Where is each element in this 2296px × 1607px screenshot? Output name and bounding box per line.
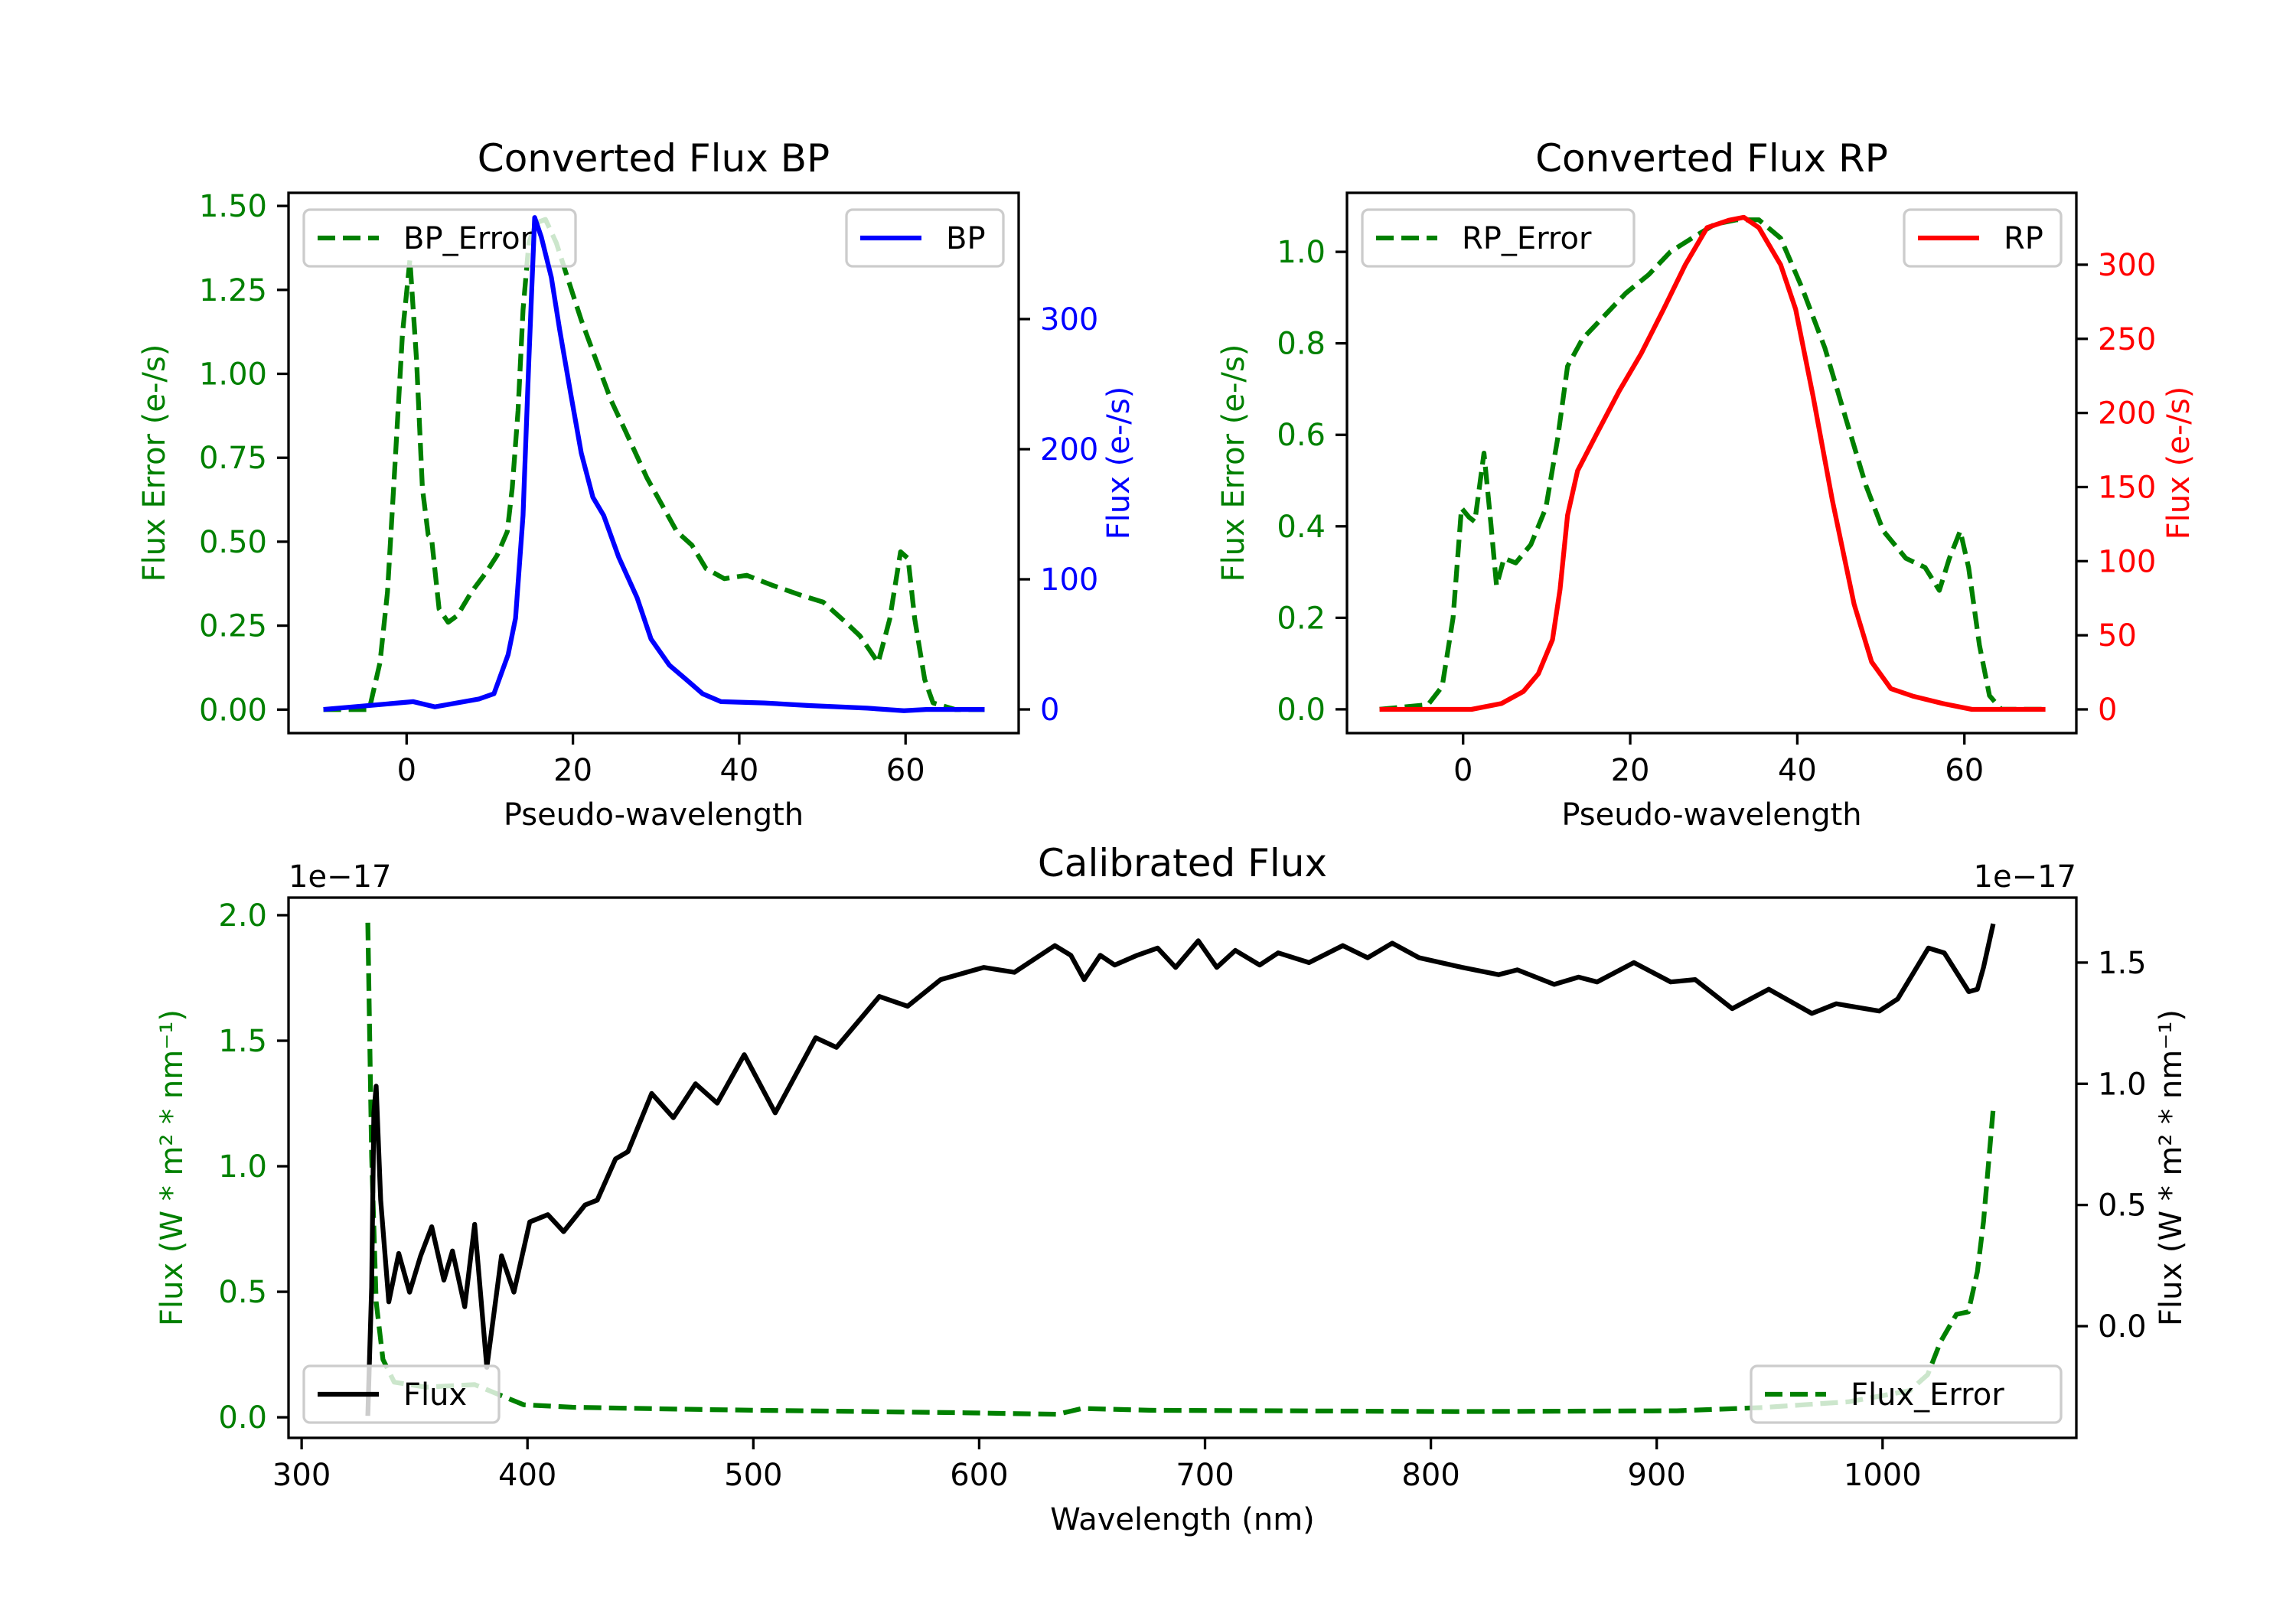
y-right-axis-label: Flux (W * m² * nm⁻¹) bbox=[2154, 1009, 2189, 1326]
legend-label: RP bbox=[2004, 221, 2043, 256]
series-rp-error bbox=[1379, 217, 2046, 712]
y-left-tick-label: 0.6 bbox=[1277, 418, 1326, 453]
y-left-axis-label: Flux Error (e-/s) bbox=[1216, 344, 1251, 582]
x-axis-label: Pseudo-wavelength bbox=[1561, 797, 1861, 833]
y-right-tick-label: 1.5 bbox=[2098, 946, 2147, 981]
y-right-tick-label: 200 bbox=[2098, 396, 2156, 432]
y-right-offset-label: 1e−17 bbox=[1974, 859, 2076, 895]
y-left-tick-label: 2.0 bbox=[218, 898, 267, 934]
y-left-tick-label: 1.00 bbox=[199, 357, 267, 393]
legend-box bbox=[302, 1364, 501, 1424]
chart-title: Converted Flux BP bbox=[478, 136, 830, 181]
x-tick-label: 800 bbox=[1401, 1458, 1459, 1493]
chart-panel-3: 300 400 500 600 700 800 900 1000 0.0 0.5 1.0 1.5 2.0… bbox=[155, 841, 2189, 1537]
y-right-tick-label: 300 bbox=[2098, 248, 2156, 283]
x-tick-label: 1000 bbox=[1844, 1458, 1922, 1493]
y-right-tick-label: 300 bbox=[1040, 302, 1098, 337]
legend-flux: Flux bbox=[302, 1364, 501, 1424]
chart-title: Calibrated Flux bbox=[1038, 841, 1327, 885]
y-left-tick-label: 0.5 bbox=[218, 1275, 267, 1310]
y-left-tick-label: 1.5 bbox=[218, 1024, 267, 1059]
chart-panel-1: 0 20 40 60 0.00 0.25 0.50 0.75 1.00 1.25 1.50 0 100 2… bbox=[137, 136, 1137, 833]
y-left-tick-label: 0.2 bbox=[1277, 601, 1326, 636]
legend-flux-error: Flux_Error bbox=[1750, 1364, 2063, 1424]
y-left-tick-label: 1.0 bbox=[218, 1149, 267, 1185]
series-bp-error bbox=[323, 217, 985, 712]
x-tick-label: 0 bbox=[1453, 753, 1473, 788]
y-left-tick-label: 0.0 bbox=[1277, 693, 1326, 728]
y-right-tick-label: 0.5 bbox=[2098, 1188, 2147, 1224]
legend-box bbox=[1750, 1364, 2063, 1424]
y-right-tick-label: 0.0 bbox=[2098, 1309, 2147, 1345]
y-right-tick-label: 0 bbox=[2098, 693, 2117, 728]
y-right-tick-label: 150 bbox=[2098, 470, 2156, 505]
x-axis-label: Pseudo-wavelength bbox=[504, 797, 804, 833]
y-left-tick-label: 0.25 bbox=[199, 609, 267, 644]
y-left-tick-label: 0.4 bbox=[1277, 510, 1326, 545]
x-tick-label: 0 bbox=[397, 753, 416, 788]
y-right-tick-label: 100 bbox=[2098, 544, 2156, 579]
y-left-tick-label: 0.50 bbox=[199, 525, 267, 560]
y-right-tick-label: 0 bbox=[1040, 693, 1059, 728]
legend-label: RP_Error bbox=[1462, 221, 1592, 256]
y-left-axis-label: Flux (W * m² * nm⁻¹) bbox=[155, 1009, 190, 1326]
x-tick-label: 20 bbox=[553, 753, 592, 788]
y-right-tick-label: 1.0 bbox=[2098, 1067, 2147, 1102]
legend-label: BP_Error bbox=[403, 221, 533, 256]
chart-panel-2: 0 20 40 60 0.0 0.2 0.4 0.6 0.8 1.0 0 50 100 150 200 250… bbox=[1216, 136, 2197, 833]
legend-box bbox=[1361, 208, 1636, 268]
x-tick-label: 300 bbox=[272, 1458, 331, 1493]
legend-box bbox=[302, 208, 577, 268]
series-bp bbox=[323, 215, 985, 713]
y-right-tick-label: 100 bbox=[1040, 562, 1098, 598]
x-tick-label: 20 bbox=[1611, 753, 1650, 788]
y-right-tick-label: 200 bbox=[1040, 432, 1098, 468]
y-left-tick-label: 1.0 bbox=[1277, 235, 1326, 270]
y-left-offset-label: 1e−17 bbox=[289, 859, 391, 895]
y-left-tick-label: 1.50 bbox=[199, 189, 267, 224]
x-tick-label: 600 bbox=[950, 1458, 1008, 1493]
x-tick-label: 900 bbox=[1628, 1458, 1686, 1493]
x-tick-label: 700 bbox=[1176, 1458, 1234, 1493]
y-left-tick-label: 0.75 bbox=[199, 441, 267, 476]
series-flux bbox=[365, 923, 1996, 1416]
x-tick-label: 40 bbox=[719, 753, 758, 788]
y-right-tick-label: 50 bbox=[2098, 618, 2137, 654]
y-left-tick-label: 0.00 bbox=[199, 693, 267, 728]
x-tick-label: 500 bbox=[724, 1458, 782, 1493]
chart-title: Converted Flux RP bbox=[1535, 136, 1888, 181]
axes-frame bbox=[287, 191, 1020, 735]
y-right-axis-label: Flux (e-/s) bbox=[1101, 386, 1137, 539]
y-left-tick-label: 0.0 bbox=[218, 1400, 267, 1436]
legend-box bbox=[1903, 208, 2063, 268]
x-tick-label: 40 bbox=[1778, 753, 1817, 788]
y-left-tick-label: 0.8 bbox=[1277, 327, 1326, 362]
x-axis-label: Wavelength (nm) bbox=[1050, 1502, 1315, 1537]
y-left-tick-label: 1.25 bbox=[199, 273, 267, 308]
legend-bp-error: BP_Error bbox=[302, 208, 577, 268]
y-left-axis-label: Flux Error (e-/s) bbox=[137, 344, 172, 582]
x-tick-label: 400 bbox=[498, 1458, 556, 1493]
x-tick-label: 60 bbox=[886, 753, 925, 788]
series-rp bbox=[1379, 214, 2046, 712]
axes-frame bbox=[287, 896, 2078, 1439]
legend-rp-error: RP_Error bbox=[1361, 208, 1636, 268]
legend-label: BP bbox=[946, 221, 986, 256]
y-right-axis-label: Flux (e-/s) bbox=[2161, 386, 2197, 539]
x-tick-label: 60 bbox=[1945, 753, 1984, 788]
legend-label: Flux_Error bbox=[1851, 1377, 2004, 1413]
legend-label: Flux bbox=[403, 1377, 467, 1413]
legend-rp: RP bbox=[1903, 208, 2063, 268]
y-right-tick-label: 250 bbox=[2098, 322, 2156, 357]
legend-box bbox=[845, 208, 1005, 268]
legend-bp: BP bbox=[845, 208, 1005, 268]
axes-frame bbox=[1345, 191, 2078, 735]
